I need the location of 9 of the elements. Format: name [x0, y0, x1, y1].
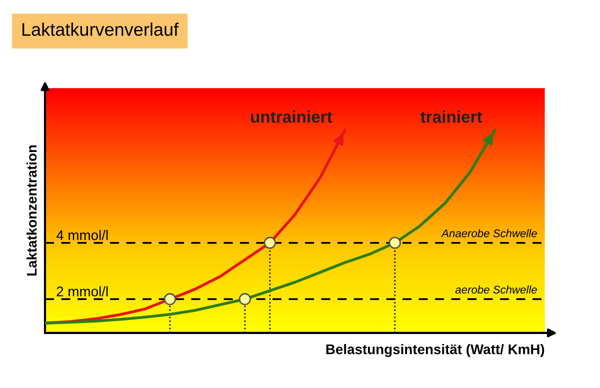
y-tick-label: 4 mmol/l [56, 230, 108, 240]
chart-title: Laktatkurvenverlauf [22, 22, 179, 36]
ref-line-label: Anaerobe Schwelle [441, 229, 537, 238]
ref-line-label: aerobe Schwelle [455, 285, 537, 294]
series-label: trainiert [420, 110, 482, 123]
y-axis-title: Laktatkonzentration [26, 145, 37, 276]
y-tick-label: 2 mmol/l [56, 286, 108, 296]
x-axis-title: Belastungsintensität (Watt/ KmH) [326, 344, 544, 358]
series-label: untrainiert [251, 110, 332, 123]
